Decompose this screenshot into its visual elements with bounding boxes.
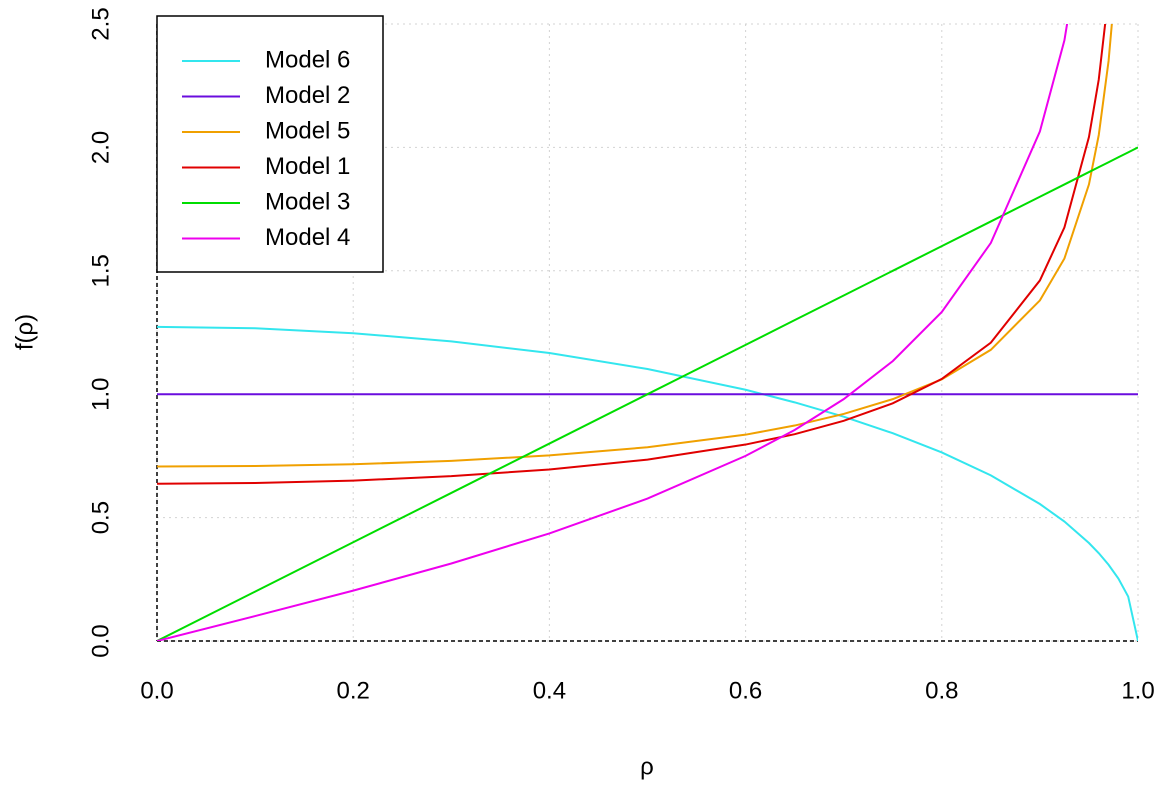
x-tick-label: 0.2 bbox=[337, 677, 370, 704]
plot-area bbox=[157, 24, 1138, 641]
y-tick-label: 0.0 bbox=[87, 624, 114, 657]
legend-label: Model 5 bbox=[265, 117, 350, 144]
legend-box bbox=[156, 15, 384, 273]
x-axis-label: ρ bbox=[640, 753, 654, 780]
legend-label: Model 4 bbox=[265, 224, 350, 251]
x-tick-label: 0.0 bbox=[140, 677, 173, 704]
y-tick-label: 0.5 bbox=[87, 501, 114, 534]
y-tick-label: 1.5 bbox=[87, 254, 114, 287]
y-axis-label: f(ρ) bbox=[11, 314, 38, 350]
line bbox=[157, 146, 1138, 641]
x-tick-label: 1.0 bbox=[1121, 677, 1154, 704]
y-tick-label: 1.0 bbox=[87, 378, 114, 411]
legend-label: Model 3 bbox=[265, 188, 350, 215]
legend-label: Model 1 bbox=[265, 153, 350, 180]
x-tick-label: 0.4 bbox=[533, 677, 566, 704]
line bbox=[157, 24, 1113, 468]
line bbox=[157, 24, 1107, 485]
line bbox=[157, 24, 1069, 641]
legend-label: Model 6 bbox=[265, 46, 350, 73]
x-tick-label: 0.6 bbox=[729, 677, 762, 704]
y-tick-label: 2.5 bbox=[87, 7, 114, 40]
line bbox=[157, 325, 1138, 641]
y-tick-label: 2.0 bbox=[87, 131, 114, 164]
x-tick-label: 0.8 bbox=[925, 677, 958, 704]
legend-label: Model 2 bbox=[265, 82, 350, 109]
